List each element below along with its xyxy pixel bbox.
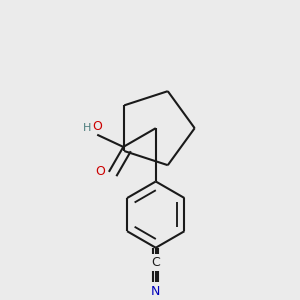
Text: H: H (83, 123, 91, 133)
Text: O: O (96, 165, 106, 178)
Text: O: O (92, 120, 102, 133)
Text: N: N (151, 285, 160, 298)
Text: C: C (152, 256, 160, 269)
